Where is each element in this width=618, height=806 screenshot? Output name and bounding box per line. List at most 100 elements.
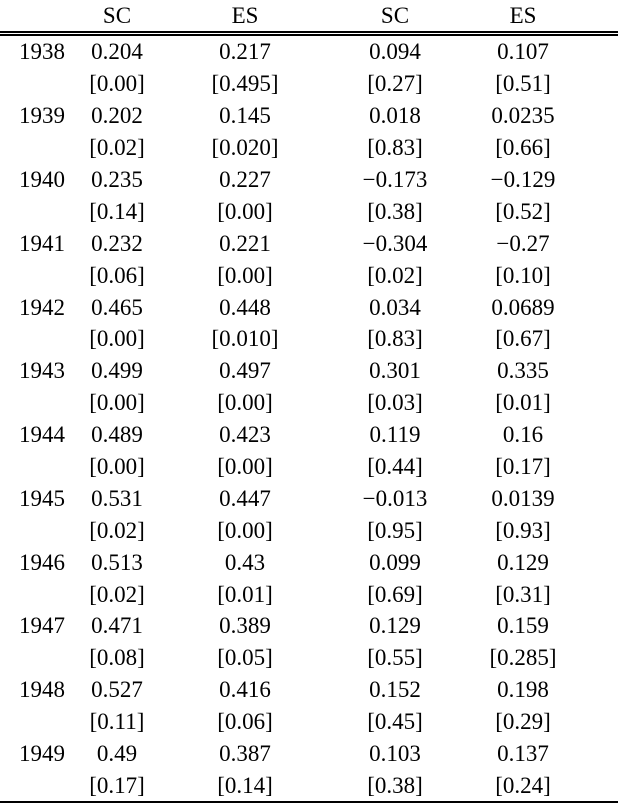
pvalue-row: [0.00] [0.010] [0.83] [0.67] [0, 323, 618, 355]
p-value: [0.495] [211, 71, 279, 97]
estimate-value: 0.152 [369, 677, 421, 703]
estimate-value: 0.513 [91, 549, 143, 575]
p-value: [0.02] [89, 581, 145, 607]
estimate-value: 0.43 [224, 549, 266, 575]
p-value: [0.83] [367, 135, 423, 161]
p-value: [0.14] [89, 198, 145, 224]
column-header-sc-2: SC [380, 3, 410, 28]
p-value: [0.66] [495, 135, 551, 161]
p-value: [0.020] [211, 135, 279, 161]
p-value: [0.29] [495, 709, 551, 735]
estimate-value: −0.013 [362, 485, 428, 511]
estimate-value: −0.27 [496, 230, 550, 256]
estimate-row: 1941 0.232 0.221 −0.304 −0.27 [0, 227, 618, 259]
estimate-value: 0.527 [91, 677, 143, 703]
p-value: [0.11] [89, 709, 145, 735]
pvalue-row: [0.17] [0.14] [0.38] [0.24] [0, 769, 618, 801]
year-label: 1942 [19, 294, 65, 320]
p-value: [0.51] [495, 71, 551, 97]
p-value: [0.24] [495, 772, 551, 798]
estimate-value: 0.465 [91, 294, 143, 320]
p-value: [0.06] [89, 262, 145, 288]
pvalue-row: [0.11] [0.06] [0.45] [0.29] [0, 706, 618, 738]
estimate-value: 0.0235 [491, 103, 555, 129]
year-label: 1940 [19, 167, 65, 192]
estimate-row: 1939 0.202 0.145 0.018 0.0235 [0, 100, 618, 132]
estimate-value: 0.423 [219, 422, 271, 448]
year-label: 1941 [19, 230, 65, 256]
p-value: [0.00] [89, 454, 145, 480]
p-value: [0.10] [495, 262, 551, 288]
estimate-value: 0.416 [219, 677, 271, 703]
p-value: [0.00] [89, 390, 145, 416]
estimate-value: 0.497 [219, 358, 271, 384]
p-value: [0.14] [217, 772, 273, 798]
estimate-value: 0.202 [91, 103, 143, 129]
estimate-value: 0.389 [219, 613, 271, 639]
estimate-value: 0.447 [219, 485, 271, 511]
estimate-value: 0.198 [497, 677, 549, 703]
estimate-value: 0.235 [91, 167, 143, 192]
estimate-row: 1938 0.204 0.217 0.094 0.107 [0, 36, 618, 68]
estimate-value: 0.129 [369, 613, 421, 639]
estimate-value: −0.304 [362, 230, 428, 256]
estimate-value: 0.489 [91, 422, 143, 448]
p-value: [0.67] [495, 326, 551, 352]
estimate-value: 0.0689 [491, 294, 555, 320]
p-value: [0.52] [495, 198, 551, 224]
estimate-row: 1940 0.235 0.227 −0.173 −0.129 [0, 164, 618, 196]
estimate-row: 1946 0.513 0.43 0.099 0.129 [0, 546, 618, 578]
p-value: [0.01] [217, 581, 273, 607]
estimate-row: 1948 0.527 0.416 0.152 0.198 [0, 674, 618, 706]
estimate-value: 0.129 [497, 549, 549, 575]
p-value: [0.01] [495, 390, 551, 416]
column-header-sc-1: SC [102, 3, 132, 28]
p-value: [0.010] [211, 326, 279, 352]
table-header-row: SC ES SC ES [0, 0, 618, 36]
estimate-value: 0.217 [219, 39, 271, 65]
estimate-value: 0.103 [369, 741, 421, 767]
p-value: [0.93] [495, 517, 551, 543]
p-value: [0.00] [89, 326, 145, 352]
p-value: [0.02] [89, 517, 145, 543]
year-label: 1947 [19, 613, 65, 639]
p-value: [0.05] [217, 645, 273, 671]
column-header-es-2: ES [509, 3, 537, 28]
year-label: 1943 [19, 358, 65, 384]
estimate-value: 0.159 [497, 613, 549, 639]
p-value: [0.00] [217, 454, 273, 480]
estimate-value: 0.232 [91, 230, 143, 256]
estimate-value: 0.49 [96, 741, 138, 767]
estimate-value: 0.145 [219, 103, 271, 129]
p-value: [0.00] [217, 517, 273, 543]
pvalue-row: [0.00] [0.00] [0.44] [0.17] [0, 451, 618, 483]
estimate-value: 0.221 [219, 230, 271, 256]
pvalue-row: [0.02] [0.00] [0.95] [0.93] [0, 514, 618, 546]
table-body: 1938 0.204 0.217 0.094 0.107 [0.00] [0.495] [0.… [0, 36, 618, 801]
pvalue-row: [0.02] [0.01] [0.69] [0.31] [0, 578, 618, 610]
estimate-value: 0.301 [369, 358, 421, 384]
estimate-value: −0.173 [362, 167, 428, 192]
p-value: [0.02] [367, 262, 423, 288]
p-value: [0.00] [217, 390, 273, 416]
pvalue-row: [0.06] [0.00] [0.02] [0.10] [0, 259, 618, 291]
estimate-value: 0.107 [497, 39, 549, 65]
estimate-value: 0.387 [219, 741, 271, 767]
p-value: [0.69] [367, 581, 423, 607]
estimate-row: 1944 0.489 0.423 0.119 0.16 [0, 419, 618, 451]
pvalue-row: [0.14] [0.00] [0.38] [0.52] [0, 195, 618, 227]
p-value: [0.03] [367, 390, 423, 416]
p-value: [0.55] [367, 645, 423, 671]
estimate-value: 0.16 [502, 422, 544, 448]
year-label: 1948 [19, 677, 65, 703]
p-value: [0.17] [495, 454, 551, 480]
p-value: [0.38] [367, 772, 423, 798]
p-value: [0.38] [367, 198, 423, 224]
p-value: [0.285] [489, 645, 557, 671]
year-label: 1946 [19, 549, 65, 575]
estimate-value: 0.034 [369, 294, 421, 320]
estimate-value: 0.0139 [491, 485, 555, 511]
estimate-row: 1942 0.465 0.448 0.034 0.0689 [0, 291, 618, 323]
estimate-value: 0.094 [369, 39, 421, 65]
